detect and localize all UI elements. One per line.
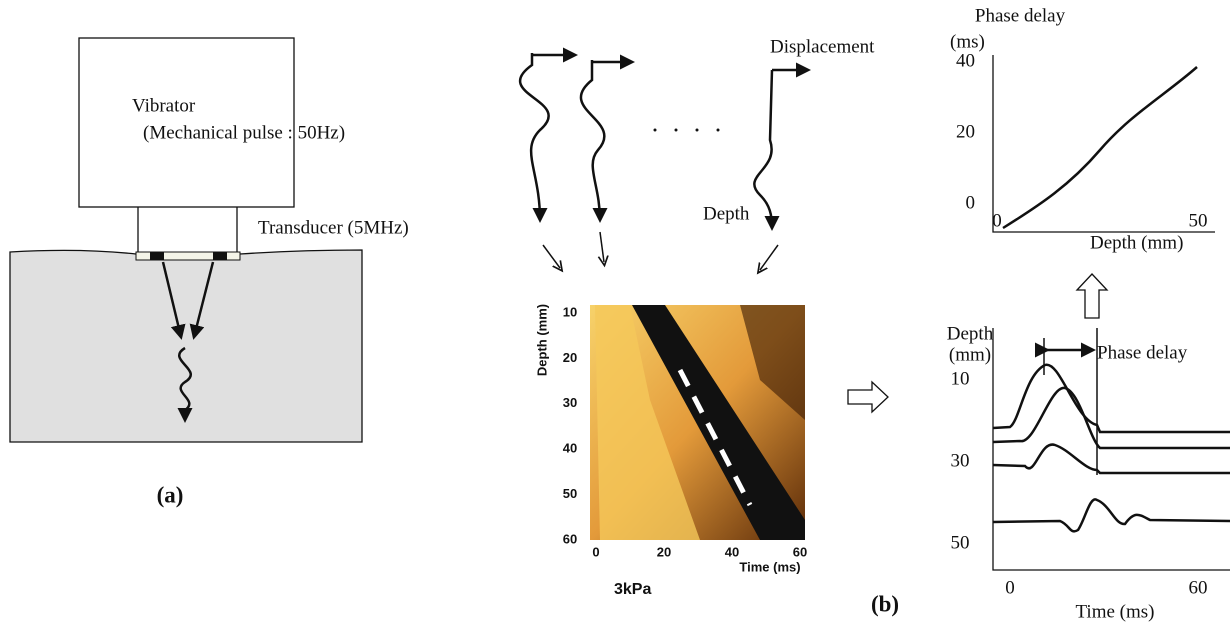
figure: Vibrator (Mechanical pulse : 50Hz) Trans…: [0, 0, 1230, 629]
tick-label: 60: [793, 544, 807, 559]
map-caption: 3kPa: [614, 581, 651, 598]
vibrator-label: Vibrator: [132, 95, 196, 116]
delay-y-title: Phase delay: [975, 5, 1066, 26]
tick-label: 60: [563, 531, 577, 546]
wave-sketch: Displacement Depth: [520, 36, 875, 270]
tick-label: 20: [956, 121, 975, 142]
tick-label: 40: [956, 50, 975, 71]
tick-label: 40: [725, 544, 739, 559]
tick-label: 0: [966, 192, 976, 213]
transducer-label: Transducer (5MHz): [258, 217, 409, 238]
tick-label: 10: [563, 304, 577, 319]
tick-label: 0: [992, 210, 1002, 231]
displacement-label: Displacement: [770, 36, 875, 57]
tick-label: 40: [563, 441, 577, 456]
phase-delay-annotation: Phase delay: [1097, 342, 1188, 363]
tick-label: 20: [657, 544, 671, 559]
tick-label: 0: [592, 544, 599, 559]
wave-y-unit: (mm): [949, 344, 991, 365]
tick-label: 0: [1005, 577, 1015, 598]
panel-a: Vibrator (Mechanical pulse : 50Hz) Trans…: [10, 38, 409, 507]
tick-label: 50: [563, 486, 577, 501]
tick-label: 20: [563, 350, 577, 365]
tick-label: 50: [1189, 210, 1208, 231]
wave-x-title: Time (ms): [1075, 601, 1154, 622]
wave-y-title: Depth: [947, 323, 994, 344]
pulse-label: (Mechanical pulse : 50Hz): [143, 122, 345, 143]
tick-label: 10: [951, 368, 970, 389]
delay-x-title: Depth (mm): [1090, 232, 1183, 253]
tick-label: 30: [951, 450, 970, 471]
map-y-title: Depth (mm): [534, 304, 549, 376]
delay-plot: Phase delay (ms) Depth (mm): [950, 5, 1215, 253]
depth-label: Depth: [703, 203, 750, 224]
panel-label: (b): [871, 591, 899, 616]
tick-label: 30: [563, 395, 577, 410]
tick-label: 50: [951, 532, 970, 553]
tick-label: 60: [1189, 577, 1208, 598]
delay-y-unit: (ms): [950, 31, 985, 52]
map-x-title: Time (ms): [739, 559, 800, 574]
panel-label: (a): [157, 482, 184, 507]
